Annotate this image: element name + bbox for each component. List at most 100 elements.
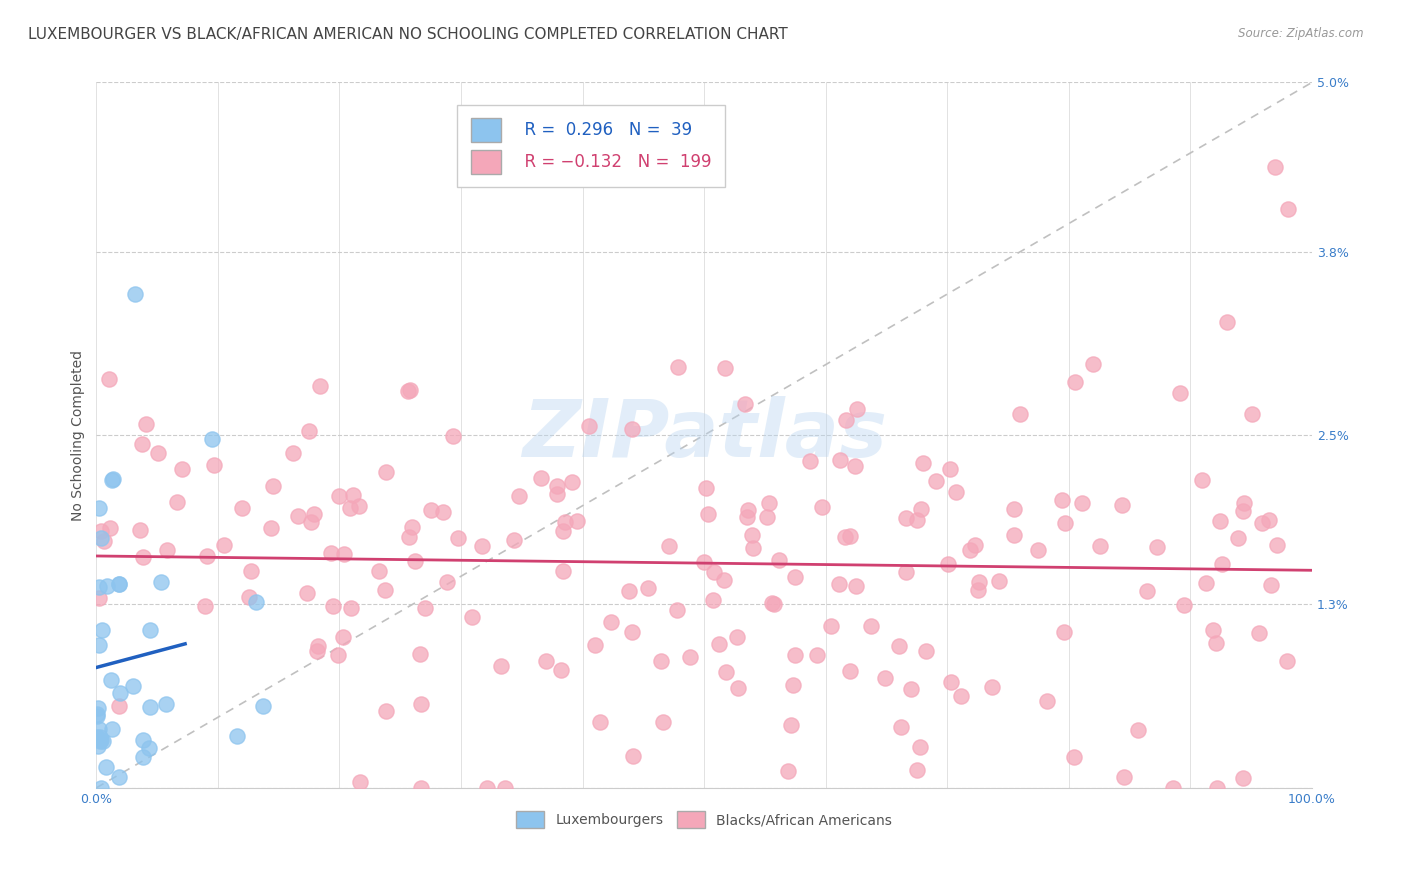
Point [503,533,526,548]
Point [714,665,737,679]
Point [988,574,1011,588]
Point [86,709,108,723]
Point [396,384,419,398]
Point [650,654,672,668]
Point [131,437,153,451]
Point [1053,625,1076,640]
Point [475,780,498,795]
Point [108,576,131,591]
Point [838,664,860,678]
Point [326,648,349,662]
Text: ZIPatlas: ZIPatlas [522,396,887,475]
Point [1227,531,1250,545]
Point [460,610,482,624]
Point [692,555,714,569]
Point [1008,407,1031,421]
Point [1050,492,1073,507]
Point [342,487,364,501]
Point [652,714,675,729]
Point [703,565,725,579]
Point [101,473,124,487]
Point [839,529,862,543]
Point [349,775,371,789]
Point [666,359,689,374]
Text: LUXEMBOURGER VS BLACK/AFRICAN AMERICAN NO SCHOOLING COMPLETED CORRELATION CHART: LUXEMBOURGER VS BLACK/AFRICAN AMERICAN N… [28,27,787,42]
Point [333,547,356,561]
Point [155,697,177,711]
Point [401,520,423,534]
Point [778,764,800,779]
Text: Source: ZipAtlas.com: Source: ZipAtlas.com [1239,27,1364,40]
Legend: Luxembourgers, Blacks/African Americans: Luxembourgers, Blacks/African Americans [510,805,897,834]
Point [295,585,318,599]
Point [202,458,225,472]
Point [90,733,112,747]
Point [911,456,934,470]
Point [1036,694,1059,708]
Point [409,780,432,795]
Point [287,508,309,523]
Point [1191,473,1213,487]
Point [90,780,112,795]
Point [546,478,568,492]
Point [554,515,576,529]
Point [408,647,430,661]
Point [420,503,443,517]
Point [319,546,342,560]
Point [100,521,122,535]
Point [231,500,253,515]
Point [415,601,437,615]
Point [1173,598,1195,612]
Point [298,424,321,438]
Point [1064,376,1087,390]
Point [87,700,110,714]
Point [1090,539,1112,553]
Point [374,704,396,718]
Point [1063,749,1085,764]
Point [108,686,131,700]
Point [1249,626,1271,640]
Point [1163,780,1185,795]
Point [666,603,689,617]
Point [1232,771,1254,785]
Point [508,490,530,504]
Point [302,507,325,521]
Point [89,730,111,744]
Point [806,648,828,662]
Point [132,749,155,764]
Point [1205,636,1227,650]
Point [945,485,967,500]
Point [108,577,131,591]
Point [471,539,494,553]
Point [551,524,574,539]
Point [89,734,111,748]
Point [87,739,110,753]
Point [404,554,426,568]
Point [1209,515,1232,529]
Point [965,538,987,552]
Point [281,446,304,460]
Point [87,638,110,652]
Point [108,699,131,714]
Point [1002,527,1025,541]
Point [785,570,807,584]
Point [97,372,120,386]
Point [620,624,643,639]
Point [550,664,572,678]
Point [409,697,432,711]
Point [238,590,260,604]
Point [713,361,735,376]
Point [239,564,262,578]
Point [834,530,856,544]
Point [905,513,928,527]
Point [299,515,322,529]
Point [262,479,284,493]
Point [398,530,420,544]
Point [873,671,896,685]
Point [108,771,131,785]
Point [779,718,801,732]
Point [1258,513,1281,527]
Point [93,533,115,548]
Point [561,475,583,490]
Point [155,542,177,557]
